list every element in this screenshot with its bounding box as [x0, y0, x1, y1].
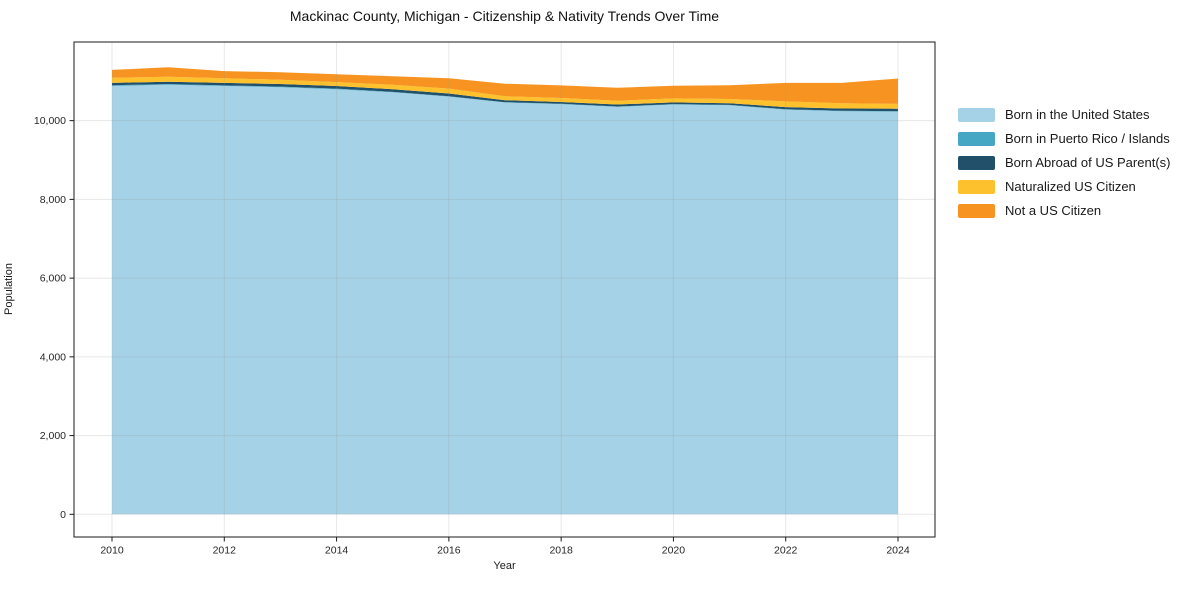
legend-item: Born in Puerto Rico / Islands — [958, 131, 1170, 146]
legend-label: Born in the United States — [1005, 107, 1150, 122]
y-tick-label: 8,000 — [40, 194, 66, 206]
area-series-0 — [112, 84, 898, 515]
legend-swatch — [958, 179, 995, 194]
x-tick-label: 2018 — [549, 545, 573, 557]
y-tick-label: 0 — [60, 509, 66, 521]
legend-swatch — [958, 107, 995, 122]
y-axis-label: Population — [3, 263, 15, 315]
area-series-2 — [112, 81, 898, 112]
x-axis-label: Year — [493, 560, 516, 572]
chart-title: Mackinac County, Michigan - Citizenship … — [289, 8, 720, 24]
legend-label: Not a US Citizen — [1005, 203, 1102, 218]
area-series-3 — [112, 76, 898, 109]
y-tick-label: 6,000 — [40, 273, 66, 285]
x-tick-label: 2020 — [662, 545, 686, 557]
x-tick-label: 2010 — [100, 545, 124, 557]
y-tick-label: 10,000 — [34, 115, 66, 127]
legend-swatch — [958, 203, 995, 218]
x-tick-label: 2014 — [325, 545, 349, 557]
y-tick-label: 2,000 — [40, 430, 66, 442]
legend-label: Born in Puerto Rico / Islands — [1005, 131, 1170, 146]
legend-swatch — [958, 131, 995, 146]
legend-item: Naturalized US Citizen — [958, 179, 1170, 194]
x-tick-label: 2012 — [213, 545, 237, 557]
x-tick-label: 2016 — [437, 545, 461, 557]
legend-item: Born in the United States — [958, 107, 1170, 122]
legend-item: Not a US Citizen — [958, 203, 1170, 218]
area-series-1 — [112, 84, 898, 112]
legend: Born in the United States Born in Puerto … — [958, 107, 1170, 218]
plot-border — [73, 41, 936, 538]
x-tick-label: 2022 — [774, 545, 798, 557]
x-tick-label: 2024 — [886, 545, 910, 557]
area-series-4 — [112, 67, 898, 104]
legend-item: Born Abroad of US Parent(s) — [958, 155, 1170, 170]
legend-swatch — [958, 155, 995, 170]
legend-label: Born Abroad of US Parent(s) — [1005, 155, 1171, 170]
y-tick-label: 4,000 — [40, 351, 66, 363]
legend-label: Naturalized US Citizen — [1005, 179, 1136, 194]
